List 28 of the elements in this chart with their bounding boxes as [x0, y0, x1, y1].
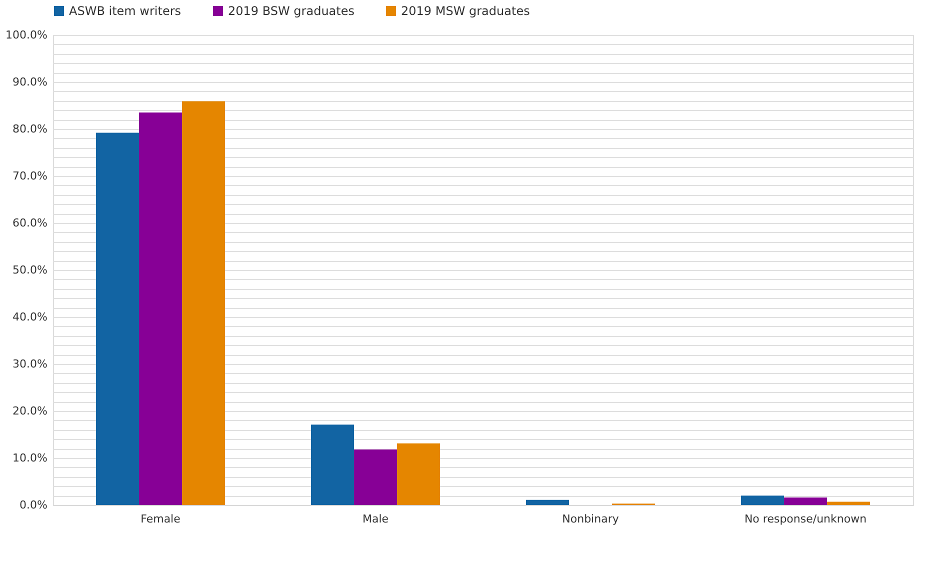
y-tick-label: 20.0% [12, 404, 48, 418]
bar [182, 101, 225, 505]
y-tick-label: 0.0% [20, 498, 48, 512]
legend-label: ASWB item writers [69, 4, 182, 18]
bar [397, 443, 440, 505]
y-tick-label: 30.0% [12, 358, 48, 370]
bar [96, 132, 139, 505]
y-tick-label: 50.0% [12, 264, 48, 276]
legend-label: 2019 BSW graduates [228, 4, 354, 18]
y-tick-label: 70.0% [12, 170, 48, 182]
y-tick-label: 40.0% [12, 310, 48, 324]
bar [311, 424, 354, 505]
bar [526, 500, 569, 505]
y-tick-label: 90.0% [12, 76, 48, 88]
x-tick-label: Male [362, 512, 389, 526]
bar [139, 112, 182, 505]
x-tick-label: No response/unknown [744, 512, 867, 526]
bar [354, 450, 397, 505]
y-tick-label: 60.0% [12, 216, 48, 230]
x-tick-label: Female [140, 512, 181, 526]
y-tick-label: 80.0% [12, 122, 48, 136]
legend-label: 2019 MSW graduates [401, 4, 530, 18]
y-tick-label: 100.0% [6, 28, 48, 42]
bar [741, 496, 784, 505]
y-tick-label: 10.0% [12, 452, 48, 464]
bar [784, 497, 827, 505]
x-tick-label: Nonbinary [562, 512, 620, 526]
bar [827, 502, 870, 505]
